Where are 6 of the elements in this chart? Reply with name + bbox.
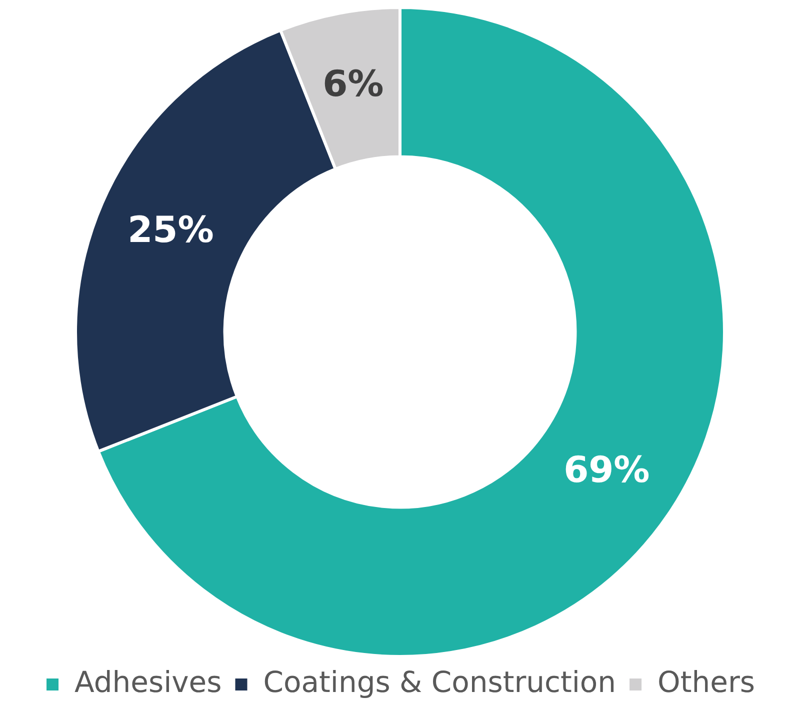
legend-label: Coatings & Construction: [263, 665, 616, 700]
legend-label: Adhesives: [74, 665, 222, 700]
legend-label: Others: [658, 665, 755, 700]
data-label: 6%: [322, 64, 384, 105]
data-label: 69%: [564, 450, 650, 491]
data-label: 25%: [128, 210, 214, 252]
